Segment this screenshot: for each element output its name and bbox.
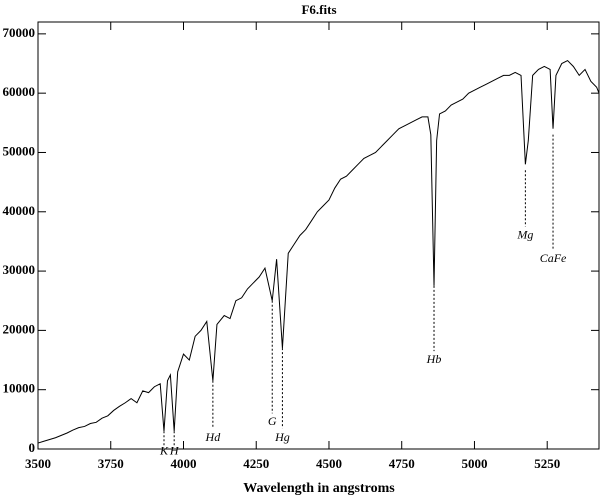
y-tick-label: 30000 [3, 262, 36, 277]
plot-frame [37, 21, 600, 450]
y-tick-label: 70000 [3, 25, 36, 40]
annotation-label: Hg [274, 430, 290, 444]
y-tick-label: 10000 [3, 381, 36, 396]
y-tick-label: 40000 [3, 203, 36, 218]
annotation-label: Hb [426, 352, 442, 366]
x-tick-label: 5000 [461, 456, 487, 471]
y-tick-label: 60000 [3, 84, 36, 99]
x-tick-label: 5250 [534, 456, 560, 471]
annotation-label: K [159, 444, 169, 458]
annotation-label: Hd [205, 430, 222, 444]
x-tick-label: 3500 [25, 456, 51, 471]
annotation-label: CaFe [540, 251, 567, 265]
y-tick-label: 0 [29, 440, 36, 455]
x-tick-label: 4000 [170, 456, 196, 471]
x-tick-label: 3750 [98, 456, 124, 471]
chart-title: F6.fits [301, 2, 336, 17]
annotation-label: Mg [516, 227, 533, 241]
y-tick-label: 20000 [3, 321, 36, 336]
x-axis-label: Wavelength in angstroms [243, 481, 395, 496]
spectrum-line [37, 59, 600, 444]
annotation-label: H [169, 444, 180, 458]
x-tick-label: 4750 [389, 456, 415, 471]
x-tick-label: 4250 [243, 456, 269, 471]
y-tick-label: 50000 [3, 143, 36, 158]
annotation-label: G [268, 414, 277, 428]
x-tick-label: 4500 [316, 456, 342, 471]
